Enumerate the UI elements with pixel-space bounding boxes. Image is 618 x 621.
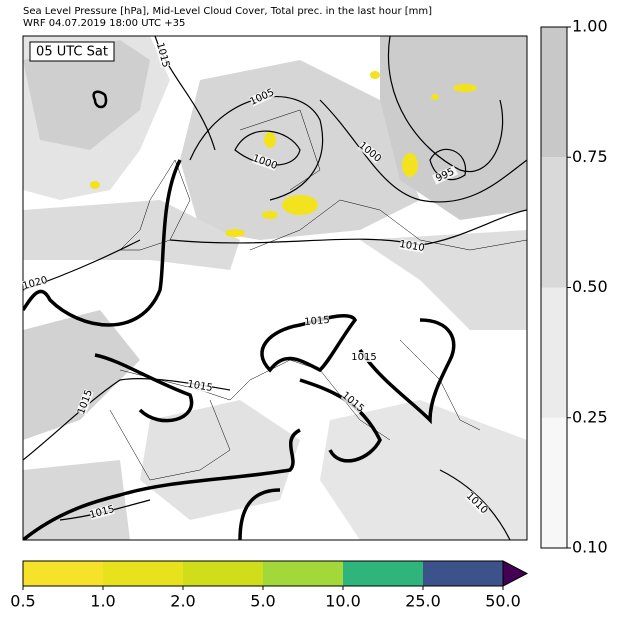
contour-label-bg xyxy=(432,165,458,185)
contour-label-bg xyxy=(352,352,376,362)
isobar-1015 xyxy=(23,90,456,540)
contour-label-bg xyxy=(155,42,171,68)
title: Sea Level Pressure [hPa], Mid-Level Clou… xyxy=(23,6,432,17)
cloud-cover xyxy=(23,36,527,540)
colorbar-segment xyxy=(183,561,263,586)
colorbar-segment xyxy=(423,561,503,586)
colorbar-segment xyxy=(541,287,567,418)
contour-label-bg xyxy=(340,390,366,414)
contour-label: 1015 xyxy=(351,352,376,363)
time-badge xyxy=(29,41,115,62)
contour-label-bg xyxy=(22,275,48,291)
contour-label-bg xyxy=(89,504,115,520)
tick-label: 0.50 xyxy=(572,277,608,296)
contour-label: 1015 xyxy=(186,379,213,394)
contour-label-bg xyxy=(187,378,213,394)
tick-label: 10.0 xyxy=(325,592,361,611)
contour-label: 1015 xyxy=(304,315,330,328)
colorbar-segment xyxy=(541,27,567,158)
precip-colorbar: 0.5 1.0 2.0 5.0 10.0 25.0 50.0 xyxy=(10,560,529,611)
colorbar-segment xyxy=(541,417,567,548)
precipitation xyxy=(90,71,477,237)
tick-label: 25.0 xyxy=(405,592,441,611)
contour-label-bg xyxy=(249,87,275,107)
contour-label-bg xyxy=(399,238,425,254)
tick-label: 1.00 xyxy=(572,17,608,36)
contour-label-bg xyxy=(357,140,383,164)
time-label: 05 UTC Sat xyxy=(36,45,108,60)
colorbar-segment xyxy=(541,157,567,288)
tick-label: 1.0 xyxy=(90,592,115,611)
contour-label-bg xyxy=(252,153,278,171)
colorbar-extend xyxy=(502,560,529,587)
tick-label: 0.75 xyxy=(572,147,608,166)
colorbar-segment xyxy=(23,561,103,586)
tick-label: 0.25 xyxy=(572,407,608,426)
map-frame xyxy=(22,35,528,541)
tick-label: 5.0 xyxy=(250,592,275,611)
colorbar-segment xyxy=(343,561,423,586)
contour-label-bg xyxy=(304,314,330,328)
tick-label: 0.10 xyxy=(572,538,608,557)
cloud-colorbar: 0.10 0.25 0.50 0.75 1.00 xyxy=(540,17,608,557)
colorbar-segment xyxy=(103,561,183,586)
subtitle: WRF 04.07.2019 18:00 UTC +35 xyxy=(23,18,185,29)
tick-label: 50.0 xyxy=(485,592,521,611)
contour-label-bg xyxy=(464,490,490,516)
tick-label: 2.0 xyxy=(170,592,195,611)
contour-label: 1010 xyxy=(398,239,425,254)
contour-label-bg xyxy=(76,389,94,415)
colorbar-segment xyxy=(263,561,343,586)
tick-label: 0.5 xyxy=(10,592,35,611)
